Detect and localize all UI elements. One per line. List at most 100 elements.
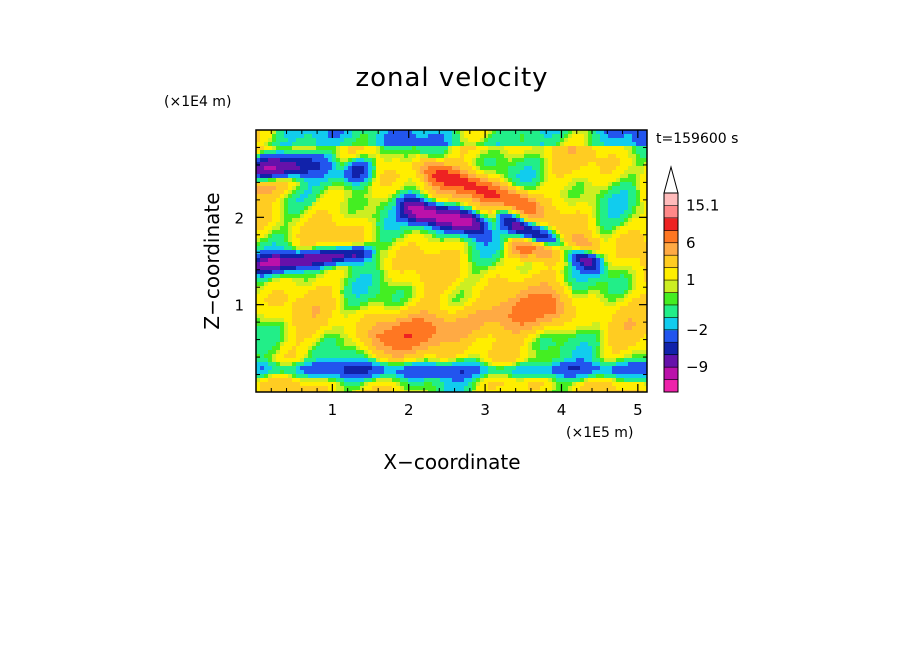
heatmap-cell xyxy=(488,266,493,271)
heatmap-cell xyxy=(496,162,501,167)
heatmap-cell xyxy=(472,282,477,287)
heatmap-cell xyxy=(296,198,301,203)
heatmap-cell xyxy=(344,242,349,247)
heatmap-cell xyxy=(272,166,277,171)
heatmap-cell xyxy=(400,282,405,287)
heatmap-cell xyxy=(600,170,605,175)
heatmap-cell xyxy=(560,266,565,271)
heatmap-cell xyxy=(420,190,425,195)
heatmap-cell xyxy=(320,150,325,155)
heatmap-cell xyxy=(308,170,313,175)
heatmap-cell xyxy=(304,194,309,199)
heatmap-cell xyxy=(548,150,553,155)
heatmap-cell xyxy=(500,138,505,143)
heatmap-cell xyxy=(276,150,281,155)
heatmap-cell xyxy=(400,158,405,163)
heatmap-cell xyxy=(452,326,457,331)
heatmap-cell xyxy=(552,190,557,195)
heatmap-cell xyxy=(380,150,385,155)
heatmap-cell xyxy=(432,302,437,307)
heatmap-cell xyxy=(464,230,469,235)
heatmap-cell xyxy=(260,326,265,331)
heatmap-cell xyxy=(408,178,413,183)
heatmap-cell xyxy=(280,306,285,311)
heatmap-cell xyxy=(420,294,425,299)
heatmap-cell xyxy=(376,286,381,291)
heatmap-cell xyxy=(332,242,337,247)
heatmap-cell xyxy=(420,182,425,187)
heatmap-cell xyxy=(544,202,549,207)
heatmap-cell xyxy=(412,158,417,163)
heatmap-cell xyxy=(592,278,597,283)
heatmap-cell xyxy=(568,294,573,299)
heatmap-cell xyxy=(512,298,517,303)
heatmap-cell xyxy=(588,262,593,267)
heatmap-cell xyxy=(380,174,385,179)
heatmap-cell xyxy=(588,190,593,195)
heatmap-cell xyxy=(528,210,533,215)
heatmap-cell xyxy=(400,170,405,175)
heatmap-cell xyxy=(260,250,265,255)
heatmap-cell xyxy=(260,166,265,171)
heatmap-cell xyxy=(340,274,345,279)
heatmap-cell xyxy=(536,138,541,143)
heatmap-cell xyxy=(504,322,509,327)
heatmap-cell xyxy=(636,298,641,303)
heatmap-cell xyxy=(440,198,445,203)
heatmap-cell xyxy=(360,186,365,191)
heatmap-cell xyxy=(440,302,445,307)
heatmap-cell xyxy=(280,314,285,319)
heatmap-cell xyxy=(324,294,329,299)
heatmap-cell xyxy=(528,326,533,331)
heatmap-cell xyxy=(600,290,605,295)
heatmap-cell xyxy=(512,306,517,311)
heatmap-cell xyxy=(344,182,349,187)
heatmap-cell xyxy=(596,218,601,223)
heatmap-cell xyxy=(388,318,393,323)
heatmap-cell xyxy=(640,230,645,235)
heatmap-cell xyxy=(324,234,329,239)
heatmap-cell xyxy=(296,218,301,223)
heatmap-cell xyxy=(500,278,505,283)
heatmap-cell xyxy=(280,290,285,295)
heatmap-cell xyxy=(316,138,321,143)
heatmap-cell xyxy=(448,258,453,263)
heatmap-cell xyxy=(524,150,529,155)
heatmap-cell xyxy=(496,254,501,259)
heatmap-cell xyxy=(388,134,393,139)
heatmap-cell xyxy=(332,262,337,267)
heatmap-cell xyxy=(488,210,493,215)
heatmap-cell xyxy=(348,262,353,267)
heatmap-cell xyxy=(412,134,417,139)
heatmap-cell xyxy=(288,142,293,147)
heatmap-cell xyxy=(320,330,325,335)
heatmap-cell xyxy=(256,322,261,327)
heatmap-cell xyxy=(300,274,305,279)
heatmap-cell xyxy=(264,230,269,235)
heatmap-cell xyxy=(340,198,345,203)
heatmap-cell xyxy=(548,234,553,239)
heatmap-cell xyxy=(496,134,501,139)
heatmap-cell xyxy=(332,306,337,311)
heatmap-cell xyxy=(416,294,421,299)
heatmap-cell xyxy=(420,270,425,275)
heatmap-cell xyxy=(484,262,489,267)
heatmap-cell xyxy=(372,250,377,255)
heatmap-cell xyxy=(408,302,413,307)
heatmap-cell xyxy=(468,162,473,167)
heatmap-cell xyxy=(576,286,581,291)
heatmap-cell xyxy=(644,290,647,295)
heatmap-cell xyxy=(496,222,501,227)
heatmap-cell xyxy=(404,130,409,135)
heatmap-cell xyxy=(596,230,601,235)
heatmap-cell xyxy=(400,318,405,323)
heatmap-cell xyxy=(384,218,389,223)
heatmap-cell xyxy=(280,330,285,335)
heatmap-cell xyxy=(256,150,261,155)
heatmap-cell xyxy=(572,162,577,167)
heatmap-cell xyxy=(496,306,501,311)
heatmap-cell xyxy=(360,326,365,331)
heatmap-cell xyxy=(508,210,513,215)
heatmap-cell xyxy=(312,278,317,283)
heatmap-cell xyxy=(420,170,425,175)
